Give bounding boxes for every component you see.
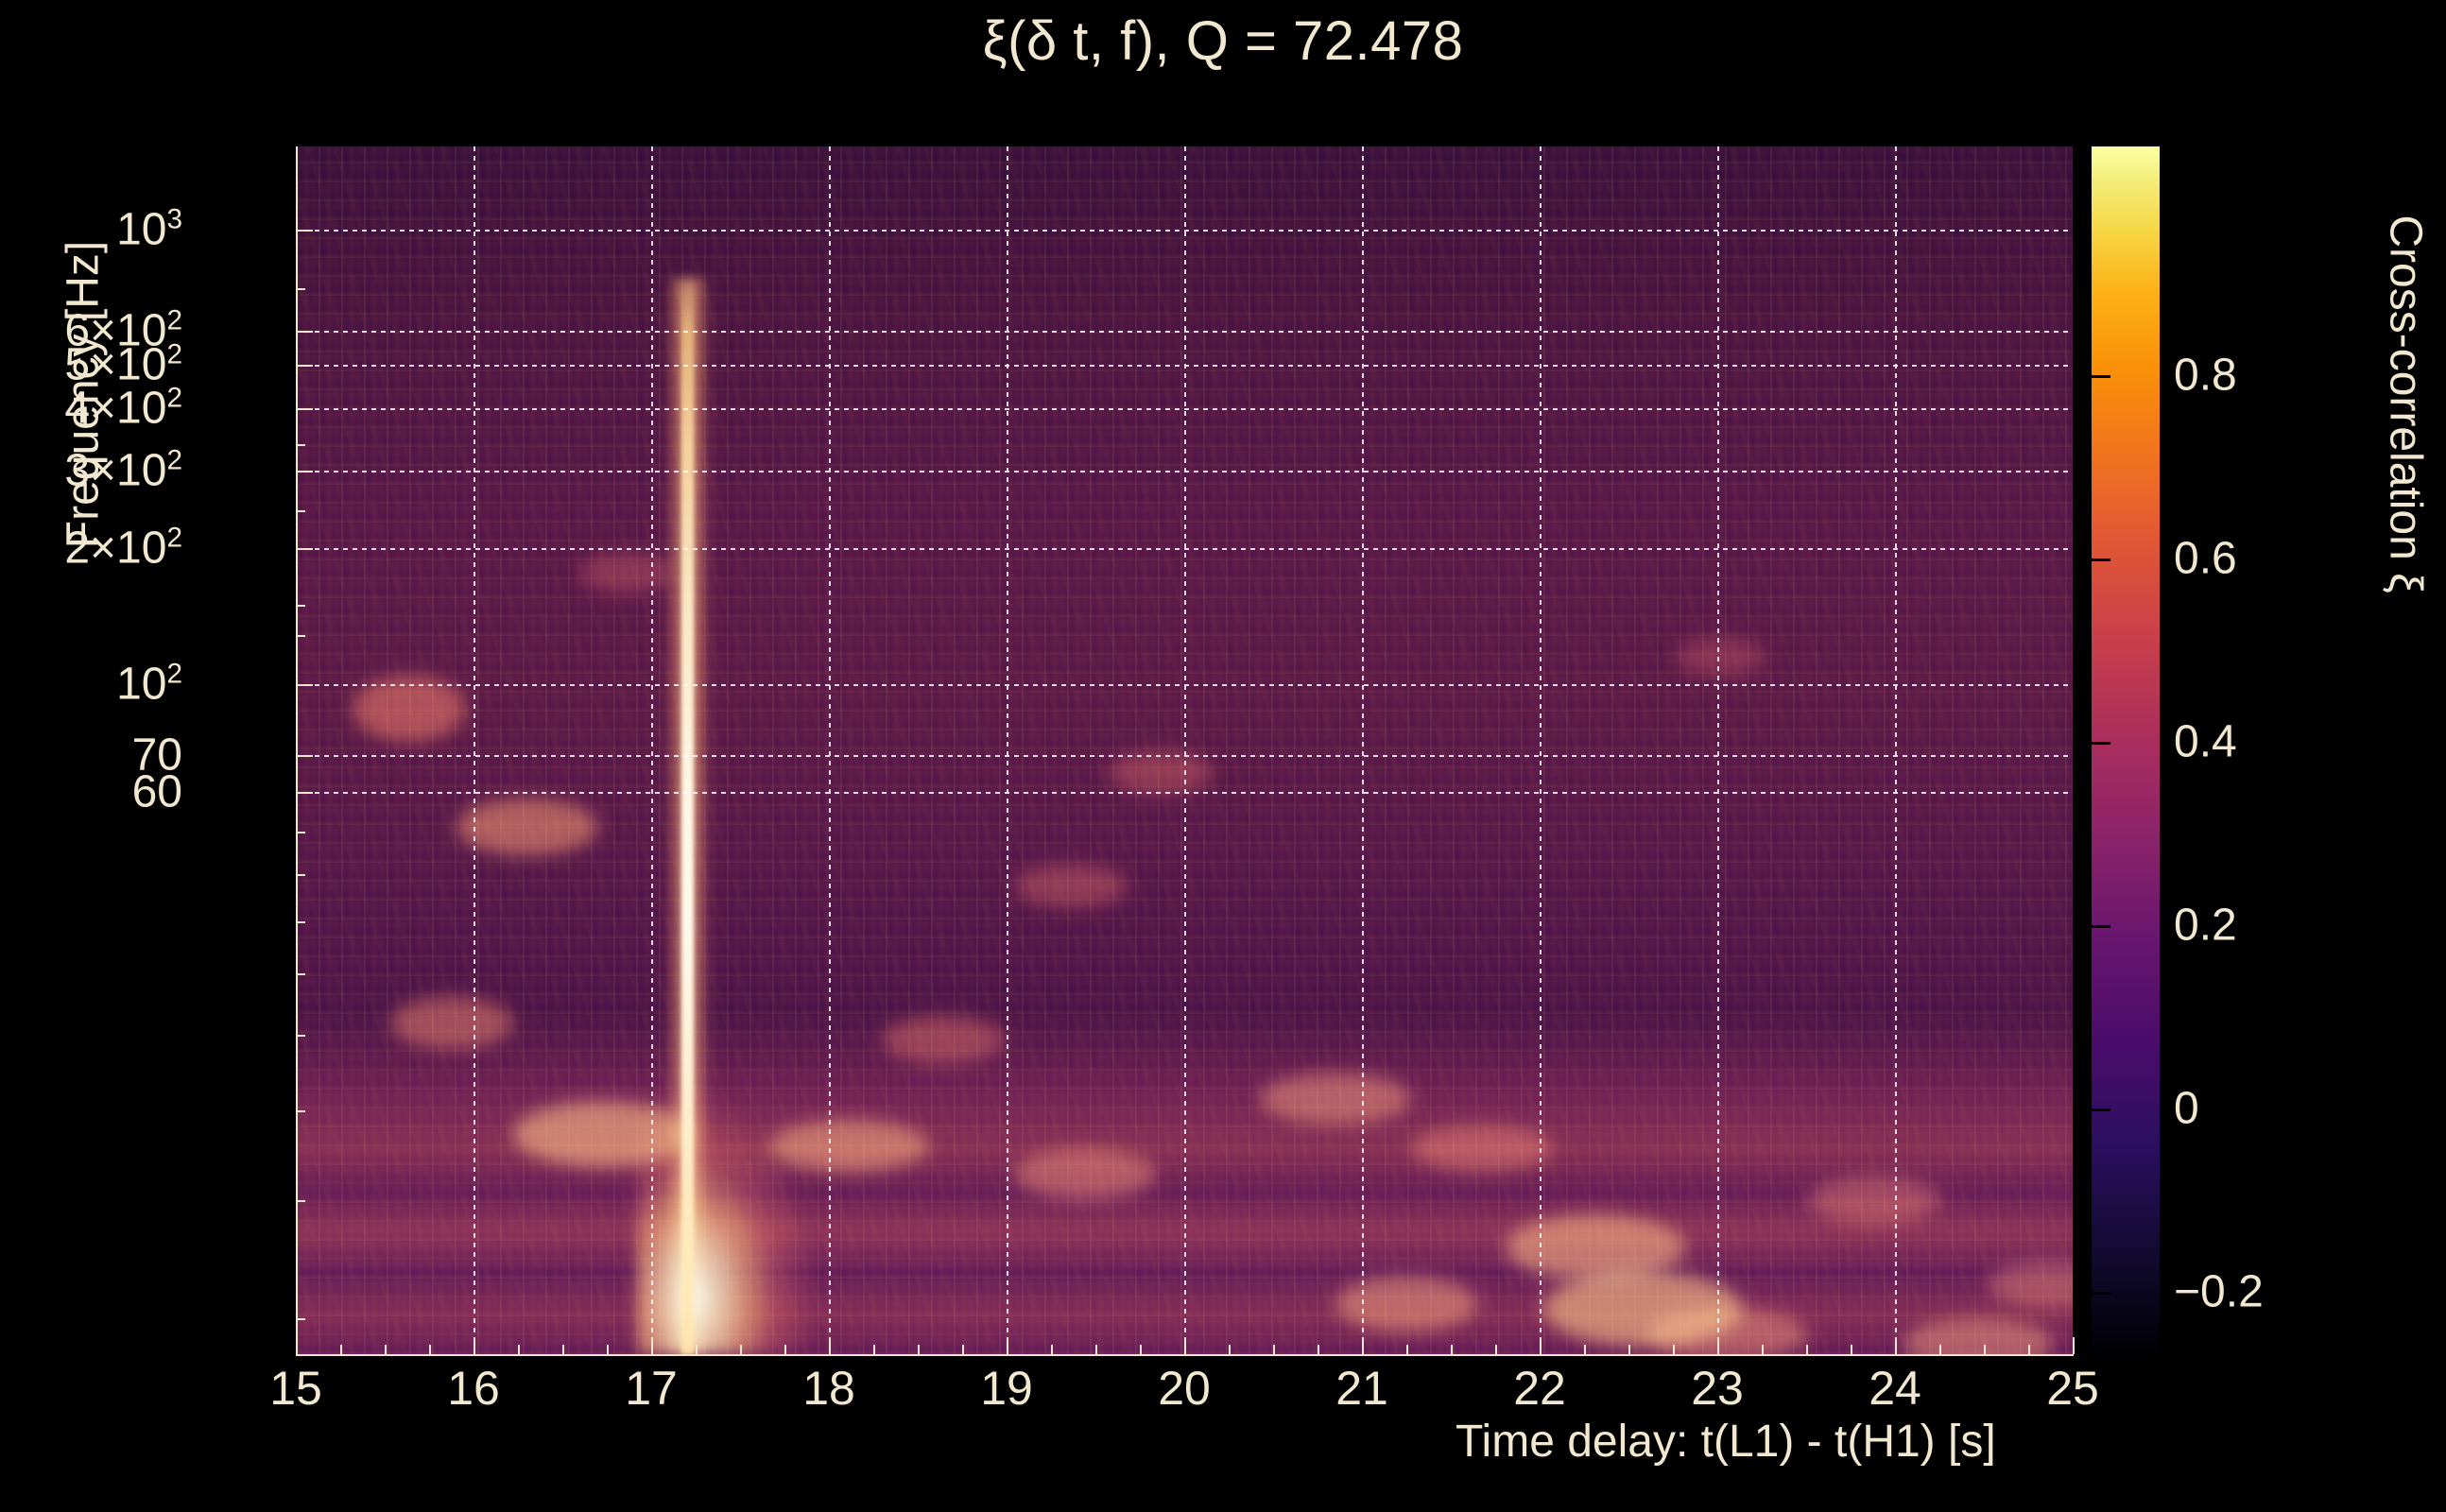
warm-blob bbox=[882, 1016, 1005, 1063]
warm-blob bbox=[579, 553, 674, 593]
warm-blob bbox=[1506, 1214, 1685, 1280]
warm-blob bbox=[1335, 1276, 1477, 1332]
spectrogram-image bbox=[296, 146, 2073, 1354]
ytick-label: 2×102 bbox=[64, 522, 182, 574]
ytick-label: 5×102 bbox=[64, 338, 182, 390]
warm-blob bbox=[353, 676, 466, 742]
y-axis-line bbox=[296, 146, 298, 1356]
low-frequency-band bbox=[296, 1014, 2073, 1354]
warm-blob bbox=[1260, 1073, 1411, 1125]
warm-blob bbox=[1808, 1177, 1940, 1224]
x-axis-title: Time delay: t(L1) - t(H1) [s] bbox=[1456, 1417, 1996, 1467]
colorbar-title: Cross-correlation ξ bbox=[2380, 215, 2431, 593]
warm-blob bbox=[456, 799, 598, 855]
y-axis-title: Frequency [Hz] bbox=[58, 240, 109, 549]
warm-blob bbox=[1014, 865, 1128, 907]
warm-blob bbox=[1411, 1125, 1553, 1172]
ytick-label: 60 bbox=[131, 766, 182, 817]
warm-blob bbox=[390, 997, 513, 1049]
warm-blob bbox=[1647, 1309, 1808, 1354]
coherent-ridge-low-frequency-fan bbox=[636, 1042, 816, 1354]
ytick-label: 6×102 bbox=[64, 304, 182, 356]
warm-blob bbox=[1109, 751, 1213, 794]
ytick-label: 4×102 bbox=[64, 382, 182, 434]
ytick-label: 103 bbox=[116, 203, 182, 255]
coherent-ridge-core bbox=[681, 288, 694, 1354]
ytick-label: 3×102 bbox=[64, 444, 182, 496]
ytick-label: 102 bbox=[116, 658, 182, 710]
ytick-label: 70 bbox=[131, 730, 182, 781]
x-axis-line bbox=[296, 1354, 2074, 1356]
spectrogram-plot-area bbox=[296, 146, 2073, 1354]
page-title: ξ(δ t, f), Q = 72.478 bbox=[982, 10, 1464, 72]
warm-blob bbox=[1676, 638, 1766, 676]
warm-blob bbox=[1014, 1148, 1156, 1200]
colorbar bbox=[2092, 146, 2160, 1354]
